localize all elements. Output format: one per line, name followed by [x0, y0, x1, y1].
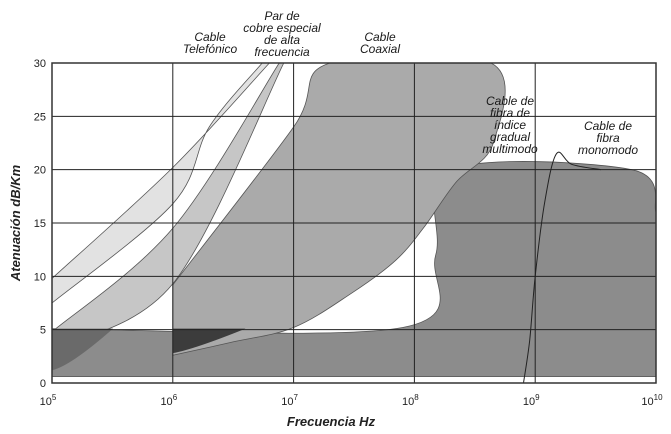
dark-overlap-2	[172, 328, 246, 354]
plot-frame	[51, 62, 657, 384]
y-tick-label: 30	[34, 58, 46, 70]
x-axis-title: Frecuencia Hz	[287, 414, 376, 429]
y-tick-label: 10	[34, 271, 46, 283]
x-tick-label: 1010	[641, 393, 663, 408]
y-tick-label: 0	[40, 378, 46, 390]
label-fibra-monomodo: Cable de fibra monomodo	[578, 119, 638, 157]
label-cable-coaxial: Cable Coaxial	[360, 30, 400, 56]
y-axis-title: Atenuación dB/Km	[8, 164, 23, 282]
bands-layer	[52, 63, 656, 383]
band-cable-telefonico	[52, 63, 270, 304]
grid-layer	[52, 63, 656, 383]
dark-overlap-1	[52, 328, 114, 371]
x-tick-label: 105	[40, 393, 57, 408]
x-tick-label: 107	[281, 393, 298, 408]
label-fibra-multimodo: Cable de fibra de índice gradual multimodo	[482, 94, 538, 156]
label-cable-telefonico: Cable Telefónico	[183, 30, 238, 56]
y-tick-label: 25	[34, 111, 46, 123]
y-tick-label: 20	[34, 165, 46, 177]
y-tick-label: 5	[40, 325, 46, 337]
x-tick-label: 106	[160, 393, 177, 408]
x-tick-label: 108	[402, 393, 419, 408]
label-par-cobre: Par de cobre especial de alta frecuencia	[243, 9, 321, 59]
y-tick-label: 15	[34, 218, 46, 230]
ticks-layer: 0 5 10 15 20 25 30 105 106 107 108 109 1010	[34, 58, 663, 408]
x-tick-label: 109	[523, 393, 540, 408]
monomodo-curve	[523, 151, 601, 383]
